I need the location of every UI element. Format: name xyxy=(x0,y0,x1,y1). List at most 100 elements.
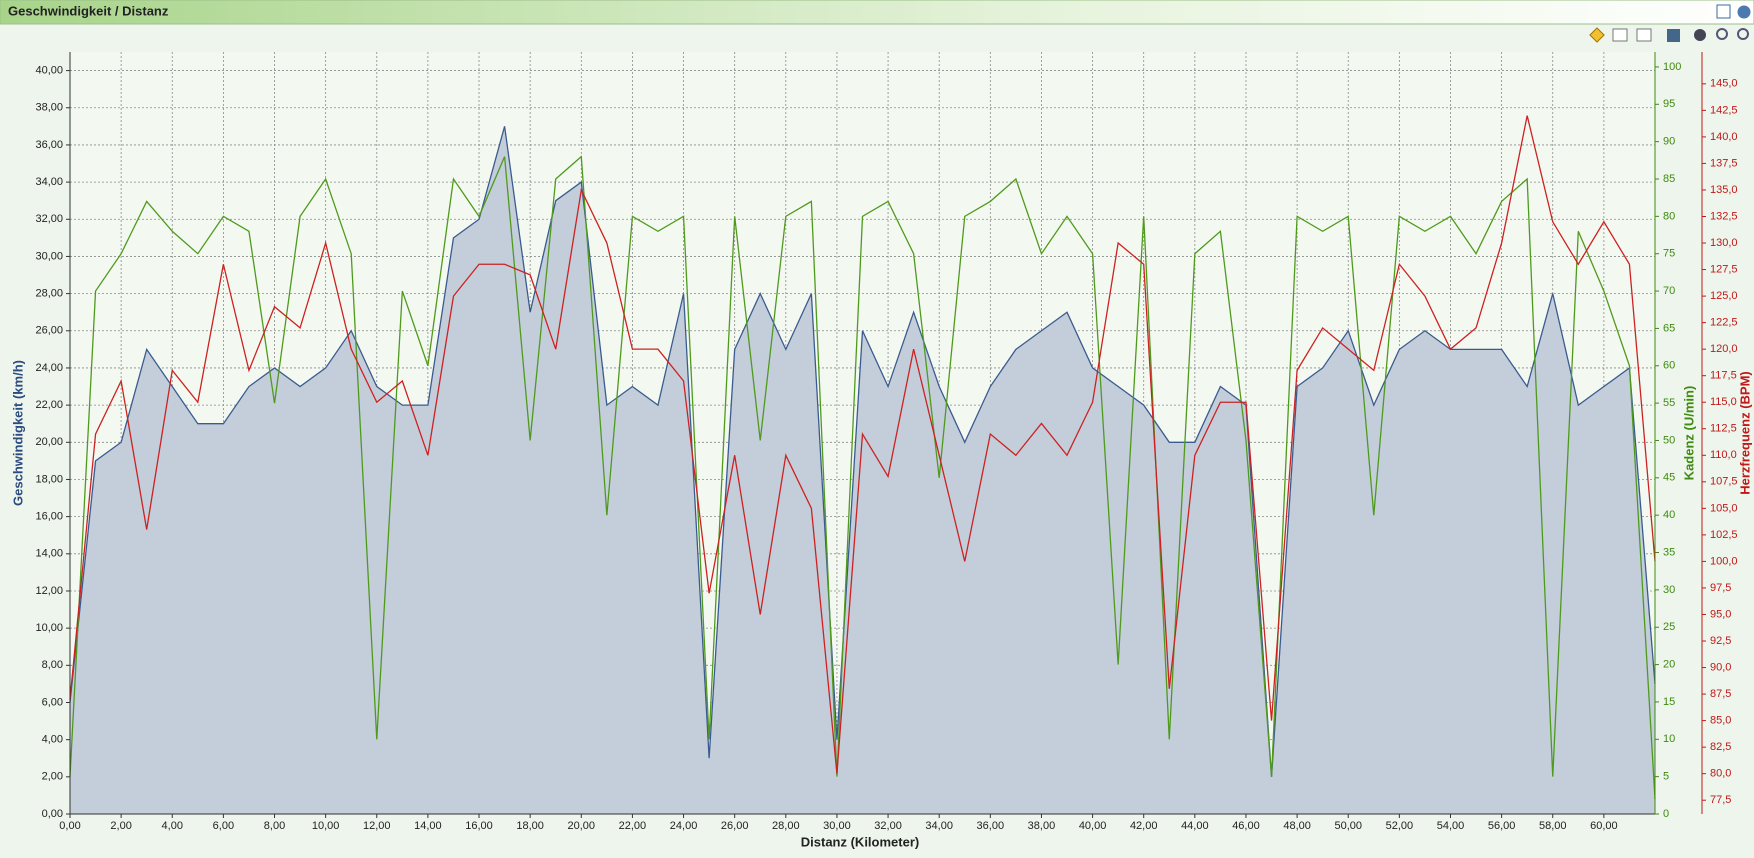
series-line xyxy=(69,115,1656,774)
y2-tick-label: 30 xyxy=(1663,584,1675,596)
tool-marker[interactable] xyxy=(1589,27,1605,43)
x-tick-label: 0,00 xyxy=(59,820,80,832)
y-tick-label: 12,00 xyxy=(35,585,63,597)
x-tick-label: 54,00 xyxy=(1437,820,1465,832)
x-tick-label: 10,00 xyxy=(312,820,340,832)
y2-tick-label: 5 xyxy=(1663,771,1669,783)
y3-tick-label: 85,0 xyxy=(1710,715,1731,727)
window-buttons[interactable] xyxy=(1716,4,1751,19)
x-tick-label: 58,00 xyxy=(1539,820,1567,832)
x-tick-label: 12,00 xyxy=(363,820,391,832)
y2-tick-label: 0 xyxy=(1663,808,1669,820)
y2-tick-label: 65 xyxy=(1663,322,1675,334)
x-tick-label: 52,00 xyxy=(1386,820,1414,832)
x-tick-label: 28,00 xyxy=(772,820,800,832)
x-tick-label: 32,00 xyxy=(874,820,902,832)
y-tick-label: 14,00 xyxy=(35,548,63,560)
y2-tick-label: 45 xyxy=(1663,472,1675,484)
tool-zoom-in[interactable] xyxy=(1716,28,1728,40)
x-tick-label: 26,00 xyxy=(721,820,749,832)
y3-axis-title: Herzfrequenz (BPM) xyxy=(1737,371,1752,495)
y-tick-label: 36,00 xyxy=(35,139,63,151)
y-tick-label: 24,00 xyxy=(35,362,63,374)
y3-tick-label: 127,5 xyxy=(1710,263,1738,275)
y-tick-label: 40,00 xyxy=(35,64,63,76)
y-tick-label: 0,00 xyxy=(42,808,63,820)
y-tick-label: 30,00 xyxy=(35,250,63,262)
y2-tick-label: 60 xyxy=(1663,360,1675,372)
series-line xyxy=(69,155,1656,800)
x-tick-label: 4,00 xyxy=(162,820,183,832)
tool-table[interactable] xyxy=(1612,28,1628,42)
y2-tick-label: 100 xyxy=(1663,61,1681,73)
toolbar xyxy=(1589,27,1749,43)
y2-tick-label: 70 xyxy=(1663,285,1675,297)
x-tick-label: 8,00 xyxy=(264,820,285,832)
y-tick-label: 32,00 xyxy=(35,213,63,225)
y-tick-label: 20,00 xyxy=(35,436,63,448)
y-tick-label: 8,00 xyxy=(42,659,63,671)
y3-tick-label: 92,5 xyxy=(1710,635,1731,647)
y3-tick-label: 140,0 xyxy=(1710,131,1738,143)
y2-tick-label: 40 xyxy=(1663,509,1675,521)
y2-tick-label: 15 xyxy=(1663,696,1675,708)
y2-axis-title: Kadenz (U/min) xyxy=(1681,386,1696,481)
x-tick-label: 6,00 xyxy=(213,820,234,832)
y3-tick-label: 137,5 xyxy=(1710,157,1738,169)
layout-button[interactable] xyxy=(1716,4,1731,19)
x-tick-label: 30,00 xyxy=(823,820,851,832)
x-tick-label: 24,00 xyxy=(670,820,698,832)
y-tick-label: 22,00 xyxy=(35,399,63,411)
y3-tick-label: 132,5 xyxy=(1710,210,1738,222)
y3-tick-label: 145,0 xyxy=(1710,78,1738,90)
x-tick-label: 40,00 xyxy=(1079,820,1107,832)
y-tick-label: 18,00 xyxy=(35,473,63,485)
y2-tick-label: 75 xyxy=(1663,248,1675,260)
tool-save[interactable] xyxy=(1667,29,1680,42)
x-tick-label: 50,00 xyxy=(1334,820,1362,832)
y3-tick-label: 110,0 xyxy=(1710,449,1737,461)
x-tick-label: 56,00 xyxy=(1488,820,1516,832)
y3-tick-label: 120,0 xyxy=(1710,343,1738,355)
y3-tick-label: 107,5 xyxy=(1710,476,1738,488)
x-tick-label: 22,00 xyxy=(619,820,647,832)
y3-tick-label: 80,0 xyxy=(1710,768,1731,780)
x-tick-label: 18,00 xyxy=(516,820,544,832)
y2-tick-label: 80 xyxy=(1663,210,1675,222)
y2-tick-label: 25 xyxy=(1663,621,1675,633)
y3-tick-label: 77,5 xyxy=(1710,794,1731,806)
y-tick-label: 26,00 xyxy=(35,325,63,337)
x-tick-label: 48,00 xyxy=(1283,820,1311,832)
x-tick-label: 14,00 xyxy=(414,820,442,832)
y3-tick-label: 142,5 xyxy=(1710,104,1738,116)
x-tick-label: 46,00 xyxy=(1232,820,1260,832)
y-tick-label: 2,00 xyxy=(42,771,63,783)
window-title: Geschwindigkeit / Distanz xyxy=(8,3,169,18)
tool-zoom-out[interactable] xyxy=(1737,28,1749,40)
tool-chart[interactable] xyxy=(1636,28,1652,42)
y3-tick-label: 130,0 xyxy=(1710,237,1738,249)
x-tick-label: 42,00 xyxy=(1130,820,1158,832)
x-tick-label: 60,00 xyxy=(1590,820,1618,832)
y-tick-label: 28,00 xyxy=(35,288,63,300)
y-axis-title: Geschwindigkeit (km/h) xyxy=(10,360,25,506)
x-axis-title: Distanz (Kilometer) xyxy=(801,834,919,849)
x-tick-label: 38,00 xyxy=(1028,820,1056,832)
x-tick-label: 44,00 xyxy=(1181,820,1209,832)
speed-area xyxy=(70,126,1655,815)
y-tick-label: 16,00 xyxy=(35,511,63,523)
y3-tick-label: 102,5 xyxy=(1710,529,1738,541)
y3-tick-label: 100,0 xyxy=(1710,555,1738,567)
y2-tick-label: 35 xyxy=(1663,546,1675,558)
y3-tick-label: 135,0 xyxy=(1710,184,1738,196)
menu-button[interactable] xyxy=(1737,5,1751,19)
y3-tick-label: 125,0 xyxy=(1710,290,1738,302)
y3-tick-label: 112,5 xyxy=(1710,423,1737,435)
tool-settings[interactable] xyxy=(1694,29,1706,41)
y-tick-label: 10,00 xyxy=(35,622,63,634)
x-tick-label: 2,00 xyxy=(110,820,131,832)
y-tick-label: 4,00 xyxy=(42,734,63,746)
title-bar xyxy=(0,0,1754,25)
